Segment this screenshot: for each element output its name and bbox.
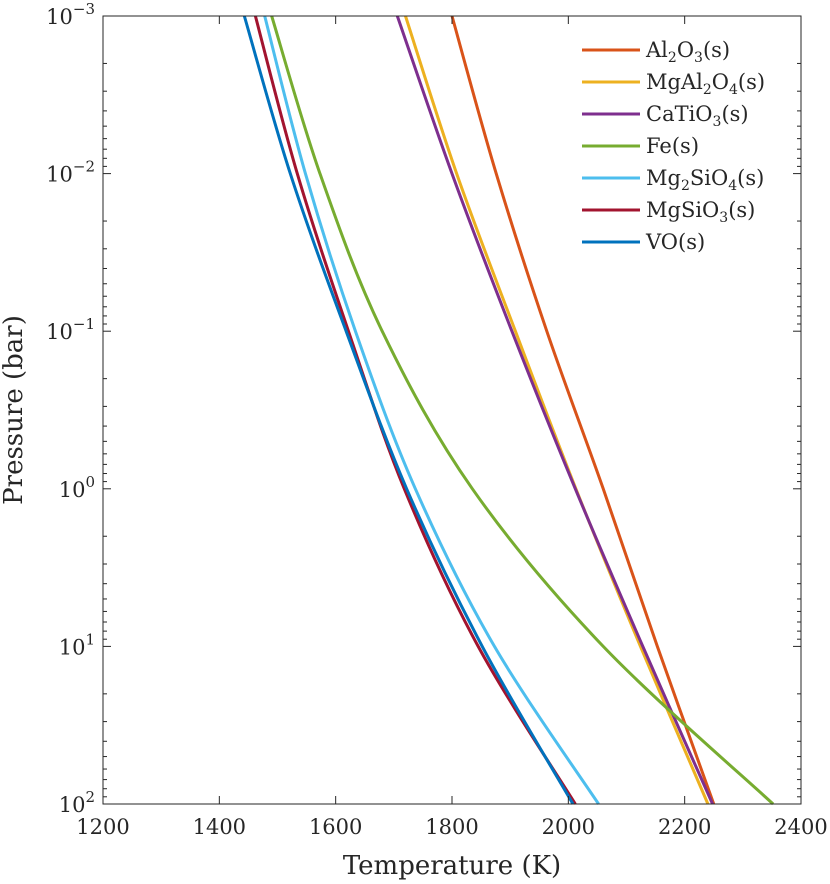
x-axis-title: Temperature (K) bbox=[343, 851, 561, 881]
x-tick-label: 2200 bbox=[658, 815, 711, 839]
y-axis-title: Pressure (bar) bbox=[0, 315, 29, 505]
series-layer bbox=[242, 15, 775, 806]
legend-label-3: Fe(s) bbox=[646, 134, 699, 158]
tick-layer: 1200 1400 1600 1800 2000 2200 2400 10−3 10−2 10−1… bbox=[46, 0, 828, 839]
y-tick-label: 102 bbox=[59, 788, 95, 817]
y-tick-label: 101 bbox=[59, 630, 95, 659]
legend-label-5: MgSiO3(s) bbox=[646, 198, 755, 226]
legend: Al2O3(s) MgAl2O4(s) CaTiO3(s) Fe(s) Mg2SiO4(… bbox=[570, 34, 782, 258]
legend-label-6: VO(s) bbox=[645, 230, 705, 254]
x-tick-label: 1600 bbox=[309, 815, 362, 839]
y-tick-label: 10−2 bbox=[46, 158, 95, 187]
x-tick-label: 2000 bbox=[542, 815, 595, 839]
y-tick-label: 10−1 bbox=[46, 315, 95, 344]
series-line-1 bbox=[404, 15, 710, 805]
x-tick-label: 1200 bbox=[76, 815, 129, 839]
legend-label-4: Mg2SiO4(s) bbox=[646, 166, 764, 194]
x-tick-label: 1400 bbox=[193, 815, 246, 839]
x-tick-label: 1800 bbox=[425, 815, 478, 839]
legend-label-1: MgAl2O4(s) bbox=[646, 70, 765, 98]
series-line-3 bbox=[270, 15, 775, 806]
legend-label-0: Al2O3(s) bbox=[645, 38, 730, 66]
series-line-2 bbox=[395, 15, 714, 805]
legend-label-2: CaTiO3(s) bbox=[646, 102, 749, 130]
series-line-4 bbox=[263, 15, 600, 805]
y-tick-label: 100 bbox=[59, 473, 95, 502]
y-tick-label: 10−3 bbox=[46, 0, 95, 29]
series-line-0 bbox=[450, 15, 716, 805]
series-line-6 bbox=[242, 15, 575, 805]
x-tick-label: 2400 bbox=[774, 815, 827, 839]
